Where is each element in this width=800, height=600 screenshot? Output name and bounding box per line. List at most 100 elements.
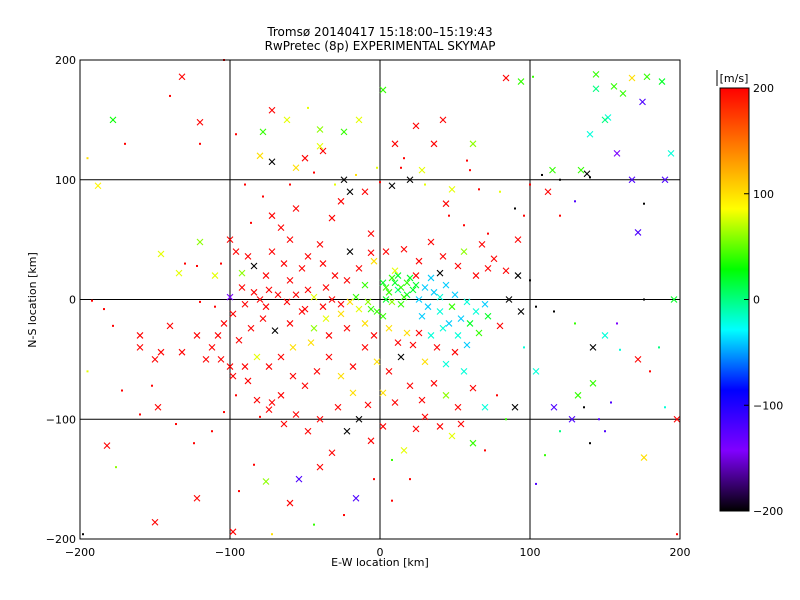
data-point-cross <box>340 128 348 136</box>
data-point-dot <box>235 133 237 136</box>
data-point-cross <box>469 384 477 392</box>
data-point-dot <box>619 348 621 351</box>
data-point-cross <box>361 281 369 289</box>
data-point-cross <box>601 332 609 339</box>
data-point-dot <box>559 178 561 181</box>
data-point-cross <box>220 320 228 327</box>
data-point-cross <box>364 401 372 409</box>
data-point-cross <box>319 147 327 155</box>
data-point-cross <box>319 303 327 311</box>
data-point-cross <box>325 332 333 339</box>
data-point-cross <box>592 70 600 78</box>
data-point-cross <box>469 439 477 447</box>
data-point-cross <box>391 140 399 148</box>
data-point-dot <box>484 449 486 452</box>
x-tick-label: −100 <box>215 546 245 559</box>
data-point-cross <box>640 454 648 461</box>
data-point-cross <box>406 176 414 184</box>
data-point-cross <box>448 303 456 311</box>
colorbar-unit-label: [m/s] <box>720 72 749 85</box>
data-point-dot <box>403 157 405 160</box>
data-point-cross <box>445 320 453 327</box>
data-point-cross <box>286 320 294 327</box>
data-point-cross <box>619 90 627 97</box>
data-point-cross <box>208 344 216 351</box>
data-point-cross <box>454 332 462 339</box>
data-point-cross <box>490 255 498 263</box>
data-point-cross <box>613 150 621 157</box>
data-point-cross <box>193 494 201 502</box>
data-point-cross <box>157 348 165 356</box>
data-point-cross <box>463 341 471 349</box>
data-point-cross <box>244 377 252 385</box>
data-point-cross <box>451 291 459 299</box>
data-point-cross <box>379 279 387 287</box>
data-point-cross <box>442 360 450 368</box>
data-point-cross <box>412 281 420 289</box>
data-point-dot <box>574 322 576 325</box>
data-point-cross <box>241 363 249 370</box>
data-point-cross <box>283 298 291 306</box>
data-point-cross <box>394 339 402 346</box>
data-point-cross <box>361 320 369 327</box>
data-point-cross <box>355 415 363 423</box>
data-point-cross <box>361 188 369 196</box>
data-point-cross <box>316 241 324 248</box>
data-point-dot <box>151 384 153 387</box>
data-point-cross <box>310 293 318 301</box>
data-point-dot <box>86 157 89 160</box>
data-point-cross <box>328 214 336 222</box>
data-point-cross <box>343 324 351 332</box>
data-point-cross <box>262 478 270 485</box>
data-point-cross <box>457 315 465 323</box>
data-point-cross <box>211 272 219 279</box>
data-point-cross <box>385 367 393 375</box>
data-point-cross <box>409 341 417 349</box>
data-point-cross <box>247 324 255 332</box>
data-point-cross <box>352 494 360 502</box>
data-point-dot <box>307 106 309 109</box>
data-point-cross <box>343 276 351 284</box>
data-point-dot <box>262 195 264 198</box>
data-point-cross <box>415 329 423 337</box>
y-tick-label: 0 <box>69 294 76 307</box>
data-point-dot <box>541 173 543 176</box>
data-point-cross <box>439 116 447 124</box>
data-point-cross <box>238 269 246 277</box>
data-point-cross <box>355 264 363 272</box>
data-point-cross <box>397 353 405 361</box>
data-point-cross <box>304 427 312 435</box>
data-point-cross <box>349 389 357 397</box>
data-point-cross <box>292 164 300 172</box>
data-point-cross <box>388 298 396 306</box>
data-point-dot <box>478 188 480 191</box>
data-point-cross <box>256 152 264 160</box>
data-point-cross <box>316 126 324 133</box>
data-point-dot <box>658 346 660 349</box>
colorbar-tick-label: 200 <box>753 82 774 95</box>
data-point-cross <box>286 499 294 507</box>
data-point-cross <box>430 140 438 148</box>
data-point-cross <box>574 391 582 399</box>
data-point-dot <box>553 310 555 313</box>
data-point-dot <box>574 200 576 203</box>
data-point-dot <box>376 166 378 169</box>
data-point-cross <box>367 305 375 313</box>
data-point-dot <box>343 514 345 517</box>
data-point-cross <box>436 269 444 277</box>
data-point-cross <box>265 406 273 414</box>
data-point-dot <box>253 463 255 466</box>
data-point-dot <box>409 478 411 481</box>
y-axis-label: N-S location [km] <box>26 252 39 348</box>
data-point-cross <box>517 78 525 85</box>
data-point-cross <box>229 372 237 380</box>
data-point-dot <box>559 430 561 433</box>
data-point-cross <box>549 166 556 174</box>
data-point-dot <box>139 413 141 416</box>
data-point-dot <box>643 298 645 301</box>
data-point-cross <box>397 284 405 291</box>
data-point-cross <box>382 296 390 303</box>
data-point-cross <box>271 327 279 335</box>
data-point-dot <box>523 214 525 217</box>
